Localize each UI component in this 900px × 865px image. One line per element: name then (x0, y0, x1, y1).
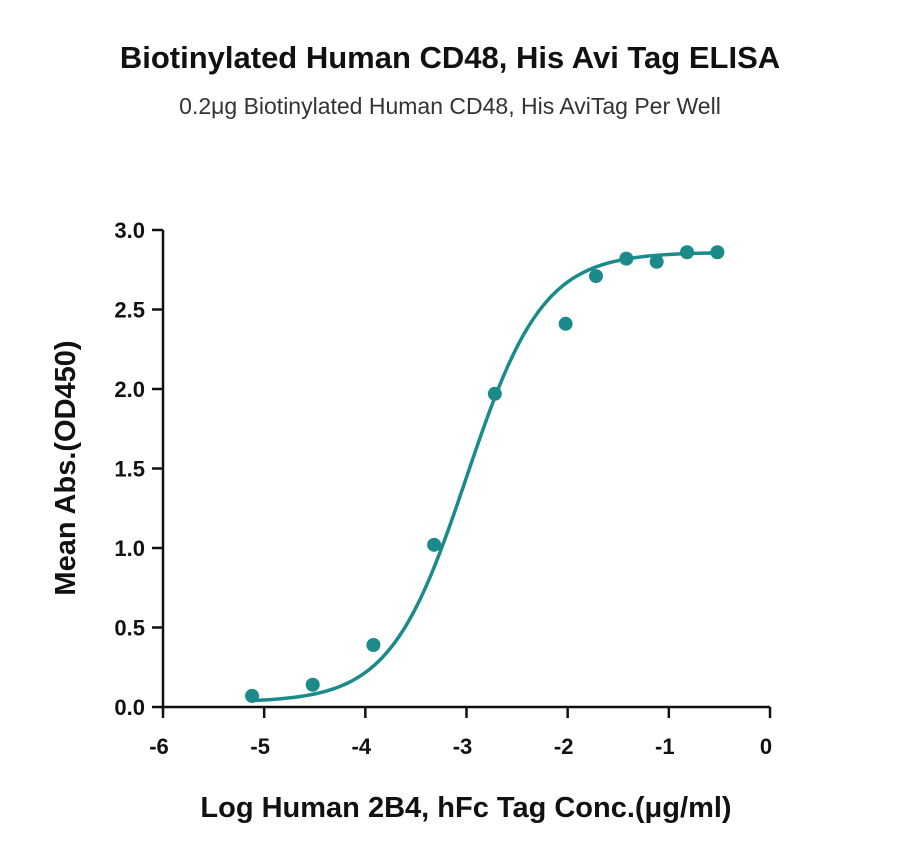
fit-curve (251, 251, 718, 703)
data-point (245, 688, 260, 703)
data-point (366, 637, 381, 652)
x-tick-label: -4 (352, 734, 372, 759)
x-axis-title: Log Human 2B4, hFc Tag Conc.(μg/ml) (200, 792, 731, 824)
y-axis-title: Mean Abs.(OD450) (50, 340, 82, 595)
x-tick-label: -2 (554, 734, 574, 759)
data-point (305, 677, 320, 692)
axes (161, 230, 770, 709)
data-point (487, 386, 502, 401)
y-tick-label: 2.0 (114, 377, 145, 402)
y-tick-label: 1.0 (114, 536, 145, 561)
chart-subtitle: 0.2μg Biotinylated Human CD48, His AviTa… (179, 93, 721, 119)
data-point (619, 251, 634, 266)
x-tick-label: 0 (760, 734, 772, 759)
y-tick-label: 0.0 (114, 695, 145, 720)
data-point (588, 269, 603, 284)
x-tick-label: -6 (149, 734, 169, 759)
x-tick-label: -5 (250, 734, 270, 759)
chart-title: Biotinylated Human CD48, His Avi Tag ELI… (119, 40, 781, 75)
data-point (427, 537, 442, 552)
x-tick-label: -1 (655, 734, 675, 759)
data-point (649, 254, 664, 269)
data-points (245, 245, 725, 703)
ticks: -6 -5 -4 -3 -2 -1 0 0.0 0.5 1.0 1.5 2.0 2.5 3.0 (114, 218, 772, 759)
y-tick-label: 0.5 (114, 616, 145, 641)
y-tick-label: 3.0 (114, 218, 145, 243)
x-tick-label: -3 (453, 734, 473, 759)
data-point (558, 316, 573, 331)
y-tick-label: 2.5 (114, 298, 145, 323)
data-point (680, 245, 695, 260)
y-tick-label: 1.5 (114, 457, 145, 482)
data-point (710, 245, 725, 260)
